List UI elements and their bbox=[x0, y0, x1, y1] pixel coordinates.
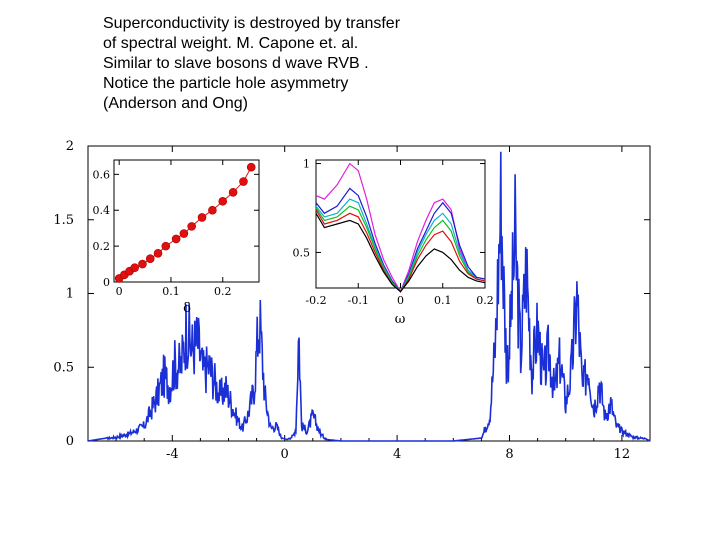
main-ytick-label: 0.5 bbox=[53, 360, 74, 375]
inset-right-xtick-label: 0.2 bbox=[476, 294, 494, 307]
inset-left-point bbox=[218, 196, 228, 206]
main-xtick-label: 4 bbox=[393, 447, 401, 462]
inset-left-point bbox=[153, 248, 163, 258]
main-xtick-label: 8 bbox=[505, 447, 513, 462]
inset-right-xtick-label: 0.1 bbox=[434, 294, 452, 307]
inset-left-xtick-label: 0.2 bbox=[214, 285, 232, 298]
main-ytick-label: 2 bbox=[66, 139, 74, 154]
inset-left-point bbox=[130, 263, 140, 272]
inset-right-chart: -0.2 -0.1 0 0.1 0.2 0.5 1 ω bbox=[293, 158, 494, 327]
inset-left-point bbox=[187, 222, 196, 231]
inset-left-point bbox=[161, 241, 171, 251]
main-xtick-label: 0 bbox=[281, 447, 289, 462]
inset-right-frame bbox=[315, 159, 486, 289]
main-xtick-label: -4 bbox=[166, 447, 179, 462]
inset-left-frame bbox=[113, 159, 260, 283]
inset-left-ytick-label: 0.2 bbox=[93, 240, 111, 253]
inset-left-xtick-label: 0.1 bbox=[162, 285, 180, 298]
inset-left-chart: 0 0.1 0.2 0 0.2 0.4 0.6 δ bbox=[93, 159, 260, 316]
inset-left-point bbox=[239, 177, 248, 186]
main-xtick-label: 12 bbox=[614, 447, 631, 462]
inset-left-point bbox=[171, 234, 181, 244]
caption-line-3: Similar to slave bosons d wave RVB . bbox=[103, 55, 369, 72]
inset-left-point bbox=[179, 229, 189, 238]
inset-left-point bbox=[145, 254, 155, 263]
inset-left-point bbox=[228, 187, 238, 197]
inset-left-ytick-label: 0 bbox=[103, 276, 110, 289]
inset-right-ytick-label: 1 bbox=[303, 158, 310, 171]
caption-line-5: (Anderson and Ong) bbox=[103, 95, 248, 112]
main-series-line bbox=[87, 151, 651, 442]
inset-right-xtick-label: -0.2 bbox=[305, 294, 326, 307]
inset-left-xlabel: δ bbox=[183, 301, 191, 316]
inset-left-xtick-label: 0 bbox=[116, 285, 123, 298]
main-ytick-label: 0 bbox=[66, 434, 74, 449]
inset-right-xtick-label: 0 bbox=[397, 294, 404, 307]
inset-left-point bbox=[208, 205, 217, 215]
inset-right-ytick-label: 0.5 bbox=[293, 246, 311, 259]
inset-left-ytick-label: 0.6 bbox=[93, 168, 111, 181]
inset-right-xtick-label: -0.1 bbox=[348, 294, 369, 307]
caption-line-4: Notice the particle hole asymmetry bbox=[103, 75, 349, 92]
inset-left-point bbox=[138, 259, 147, 269]
inset-left-point bbox=[246, 162, 256, 172]
main-ytick-label: 1.5 bbox=[53, 213, 74, 228]
inset-right-series-black bbox=[315, 212, 486, 293]
inset-right-series-magenta bbox=[315, 162, 486, 293]
inset-left-ytick-label: 0.4 bbox=[93, 204, 111, 217]
main-ytick-label: 1 bbox=[66, 287, 74, 302]
caption: Superconductivity is destroyed by transf… bbox=[103, 14, 523, 114]
inset-right-xlabel: ω bbox=[395, 312, 406, 327]
inset-left-point bbox=[197, 213, 207, 222]
caption-line-1: Superconductivity is destroyed by transf… bbox=[103, 15, 401, 32]
caption-line-2: of spectral weight. M. Capone et. al. bbox=[103, 35, 359, 52]
